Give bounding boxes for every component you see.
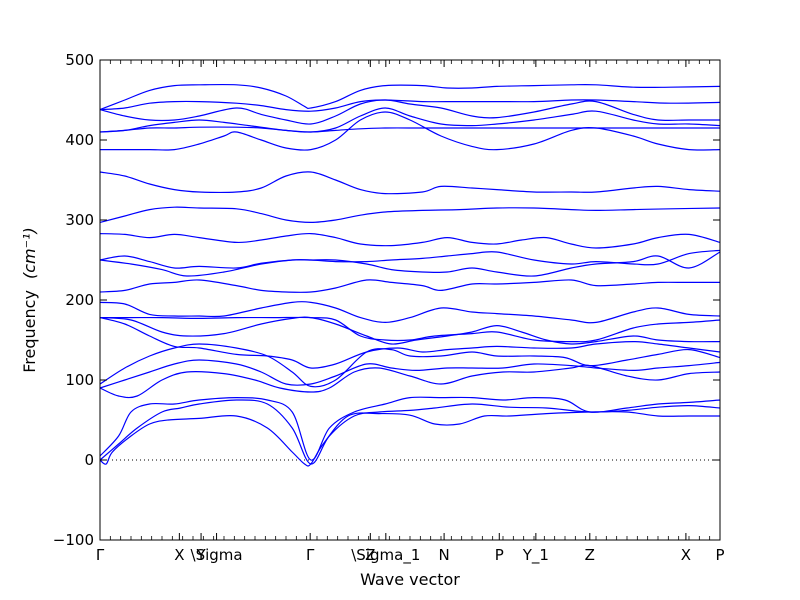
band-line-19 — [99, 107, 721, 133]
x-tick-label: X — [681, 546, 691, 564]
y-axis-label-text: Frequency — [20, 290, 39, 373]
band-line-21 — [99, 99, 721, 112]
band-line-15 — [99, 206, 721, 224]
band-lines — [99, 83, 721, 467]
x-tick-label: \Sigma — [191, 546, 243, 564]
x-tick-label: Z — [585, 546, 595, 564]
y-axis-label: Frequency (cm⁻¹) — [20, 227, 39, 372]
band-line-9 — [99, 316, 721, 343]
y-tick-label: 200 — [65, 291, 94, 309]
x-tick-label: P — [715, 546, 724, 564]
band-line-8 — [99, 316, 721, 345]
band-line-10 — [99, 301, 721, 324]
y-tick-label: −100 — [53, 531, 94, 549]
x-tick-label: Γ — [96, 546, 105, 564]
band-line-13 — [99, 249, 721, 269]
x-tick-label: X — [174, 546, 184, 564]
x-tick-label: P — [495, 546, 504, 564]
y-tick-label: 300 — [65, 211, 94, 229]
x-tick-label: Γ — [306, 546, 315, 564]
plot-background — [100, 60, 720, 540]
y-tick-label: 0 — [84, 451, 94, 469]
band-line-11 — [99, 279, 720, 293]
band-line-5 — [99, 359, 721, 389]
band-line-7 — [99, 317, 721, 369]
x-tick-label: Y_1 — [522, 546, 549, 565]
x-tick-label: Z — [365, 546, 375, 564]
band-line-16 — [99, 171, 721, 195]
x-tick-label: Y — [195, 546, 206, 564]
x-tick-label: N — [438, 546, 449, 564]
band-line-6 — [99, 343, 721, 388]
band-line-3 — [99, 396, 721, 461]
x-ticks: Γ X Y\Sigma Γ Z\Sigma_1 N P Y_1 Z X P — [96, 60, 725, 565]
band-line-14 — [99, 232, 721, 249]
y-ticks: −100 0 100 200 300 400 500 — [53, 51, 720, 549]
band-line-18 — [99, 126, 720, 133]
x-tick-label: \Sigma_1 — [351, 546, 420, 565]
x-axis-label: Wave vector — [360, 570, 460, 589]
y-tick-label: 500 — [65, 51, 94, 69]
band-line-22 — [99, 83, 721, 111]
y-tick-label: 400 — [65, 131, 94, 149]
y-tick-label: 100 — [65, 371, 94, 389]
y-axis-label-unit: (cm⁻¹) — [20, 227, 39, 279]
